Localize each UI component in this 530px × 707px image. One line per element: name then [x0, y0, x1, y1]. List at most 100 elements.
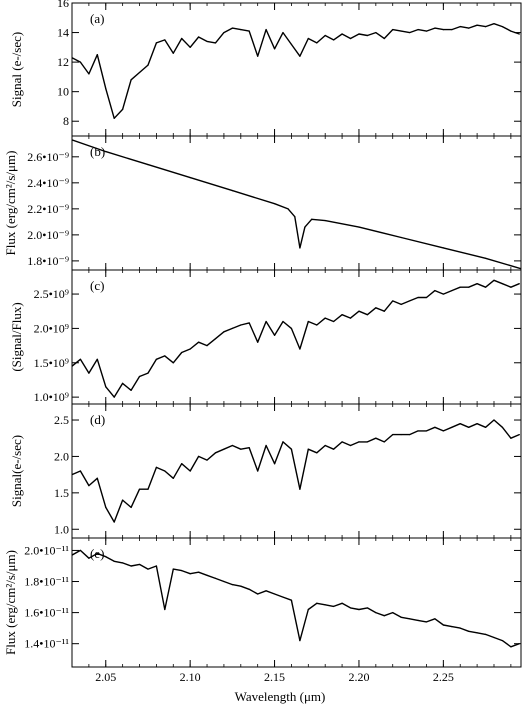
data-point [400, 303, 402, 305]
data-point [417, 430, 419, 432]
y-tick-label: 1.5 [54, 486, 69, 500]
data-point [88, 73, 90, 75]
data-point [408, 433, 411, 436]
data-point [417, 296, 419, 299]
data-point [316, 602, 318, 604]
y-tick-label: 14 [57, 26, 69, 40]
data-point [366, 441, 368, 443]
data-point [349, 607, 352, 609]
data-point [172, 52, 174, 54]
y-axis-title: (Signal/Flux) [9, 302, 24, 371]
panel-e: 1.4•10⁻¹¹ 1.6•10⁻¹¹ 1.8•10⁻¹¹ 2.0•10⁻¹¹ 2.05… [3, 537, 522, 684]
y-tick-label: 2.0•10⁹ [34, 321, 69, 335]
data-point [181, 570, 183, 572]
data-point [155, 466, 157, 468]
data-point [214, 338, 217, 340]
data-point [304, 226, 306, 228]
data-point [290, 327, 293, 330]
data-point [130, 506, 132, 509]
data-point [510, 30, 512, 32]
data-point [147, 64, 149, 66]
data-point [147, 488, 149, 490]
data-point [257, 470, 259, 472]
data-point [189, 46, 191, 48]
data-point [501, 26, 504, 28]
data-point [155, 358, 157, 360]
data-point [333, 320, 335, 323]
data-point [147, 372, 149, 374]
data-point [417, 619, 419, 621]
data-point [392, 612, 394, 614]
panel-tag: (a) [90, 11, 104, 26]
data-point [130, 389, 132, 391]
y-tick-label: 2.0•10⁻¹¹ [24, 543, 69, 557]
data-point [172, 568, 174, 570]
data-point [311, 218, 313, 220]
x-axis-title: Wavelength (μm) [235, 689, 326, 704]
data-point [493, 636, 495, 639]
data-point [79, 61, 82, 63]
data-point [181, 463, 183, 465]
data-point [206, 574, 208, 576]
data-point [155, 565, 157, 567]
data-point [257, 55, 259, 57]
data-point [383, 37, 385, 40]
data-point [197, 341, 200, 343]
data-point [105, 556, 107, 558]
data-point [72, 554, 73, 556]
data-point [248, 30, 250, 32]
data-point [189, 177, 191, 179]
data-point [138, 488, 141, 490]
data-point [206, 459, 208, 461]
data-point [299, 639, 301, 642]
data-point [265, 29, 267, 31]
data-point [197, 455, 200, 458]
data-point [72, 57, 73, 59]
data-point [79, 470, 82, 472]
data-point [96, 358, 98, 360]
data-point [172, 362, 174, 364]
data-point [324, 34, 326, 37]
data-point [147, 164, 149, 166]
panels-group: 8 10 12 14 16 Signal (e-/sec) (a) 1.8•10⁻⁹ 2.0•1… [3, 0, 522, 684]
data-point [442, 247, 444, 249]
data-point [400, 30, 402, 32]
data-point [273, 334, 276, 336]
data-point [290, 448, 293, 450]
data-point [434, 618, 436, 620]
data-point [520, 268, 521, 270]
y-tick-label: 1.6•10⁻¹¹ [24, 606, 69, 620]
data-point [383, 441, 385, 443]
data-point [282, 320, 284, 323]
data-point [88, 484, 90, 487]
data-point [358, 441, 360, 443]
spectrum-line [72, 419, 520, 523]
data-point [358, 226, 360, 228]
y-tick-label: 12 [57, 55, 69, 69]
data-point [88, 557, 90, 559]
y-tick-label: 2.4•10⁻⁹ [27, 176, 69, 190]
data-point [113, 396, 115, 398]
data-point [147, 568, 149, 570]
data-point [282, 31, 284, 34]
data-point [72, 365, 73, 367]
data-point [468, 27, 470, 29]
data-point [231, 444, 233, 447]
data-point [96, 477, 98, 479]
spectrum-line [72, 279, 520, 398]
data-point [88, 372, 90, 374]
data-point [442, 430, 444, 432]
data-point [122, 382, 124, 384]
data-point [299, 348, 301, 350]
data-point [240, 324, 242, 326]
data-point [451, 290, 453, 292]
y-tick-label: 2.2•10⁻⁹ [27, 202, 69, 216]
data-point [459, 26, 461, 28]
panel-tag: (d) [90, 412, 105, 427]
data-point [324, 444, 326, 447]
data-point [122, 562, 124, 564]
data-point [130, 565, 132, 567]
data-point [333, 448, 335, 450]
data-point [155, 42, 157, 44]
